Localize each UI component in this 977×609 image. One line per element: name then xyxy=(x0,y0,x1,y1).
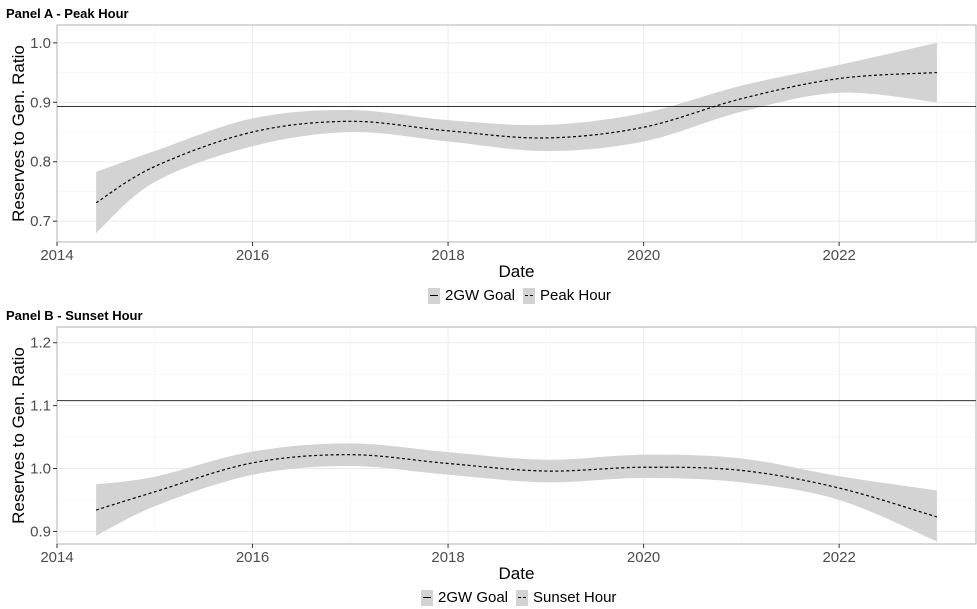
x-tick-label: 2016 xyxy=(236,549,269,566)
y-tick-label: 0.9 xyxy=(30,94,51,111)
x-axis-title: Date xyxy=(499,564,535,583)
panel-b-title: Panel B - Sunset Hour xyxy=(6,308,143,323)
legend-label: 2GW Goal xyxy=(445,287,516,304)
panel-a-title: Panel A - Peak Hour xyxy=(6,6,129,21)
confidence-band xyxy=(96,42,937,234)
y-axis-title: Reserves to Gen. Ratio xyxy=(9,347,28,524)
legend-label: Sunset Hour xyxy=(533,589,617,606)
legend-key-dashed xyxy=(523,287,536,304)
confidence-band xyxy=(96,443,937,542)
x-tick-label: 2014 xyxy=(40,247,73,264)
y-tick-label: 1.0 xyxy=(30,461,51,478)
x-tick-label: 2016 xyxy=(236,247,269,264)
legend-item-goal: 2GW Goal xyxy=(421,589,508,606)
legend-label: Peak Hour xyxy=(540,287,611,304)
panel-b-legend: 2GW Goal Sunset Hour xyxy=(421,589,624,606)
y-tick-label: 0.7 xyxy=(30,213,51,230)
x-tick-label: 2018 xyxy=(431,549,464,566)
legend-item-sunset: Sunset Hour xyxy=(516,589,616,606)
y-tick-label: 1.2 xyxy=(30,335,51,352)
x-tick-label: 2014 xyxy=(40,549,73,566)
legend-key-solid xyxy=(421,589,433,606)
legend-label: 2GW Goal xyxy=(438,589,509,606)
y-tick-label: 1.1 xyxy=(30,398,51,415)
trend-line xyxy=(95,71,937,204)
y-tick-label: 0.8 xyxy=(30,154,51,171)
x-tick-label: 2020 xyxy=(627,549,660,566)
legend-key-solid xyxy=(428,287,440,304)
legend-item-peak: Peak Hour xyxy=(523,287,611,304)
panel-a-legend: 2GW Goal Peak Hour xyxy=(428,287,619,304)
panel-a-chart: 2014 2016 2018 2020 2022 0.7 0.8 0.9 1.0 Date Rese… xyxy=(9,24,977,281)
legend-key-dashed xyxy=(516,589,529,606)
trend-line xyxy=(95,454,938,518)
panel-border xyxy=(56,24,977,243)
x-tick-label: 2022 xyxy=(822,549,855,566)
panel-border xyxy=(56,326,977,545)
legend-item-goal: 2GW Goal xyxy=(428,287,515,304)
x-tick-label: 2020 xyxy=(627,247,660,264)
y-tick-label: 1.0 xyxy=(30,35,51,52)
y-tick-label: 0.9 xyxy=(30,523,51,540)
x-axis-title: Date xyxy=(499,262,535,281)
x-tick-label: 2022 xyxy=(822,247,855,264)
panel-b-chart: 2014 2016 2018 2020 2022 0.9 1.0 1.1 1.2 Date Rese… xyxy=(9,326,977,583)
x-tick-label: 2018 xyxy=(431,247,464,264)
y-axis-title: Reserves to Gen. Ratio xyxy=(9,45,28,222)
